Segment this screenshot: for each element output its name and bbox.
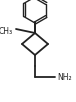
Text: CH₃: CH₃ [0,27,13,35]
Text: NH₂: NH₂ [57,73,72,81]
